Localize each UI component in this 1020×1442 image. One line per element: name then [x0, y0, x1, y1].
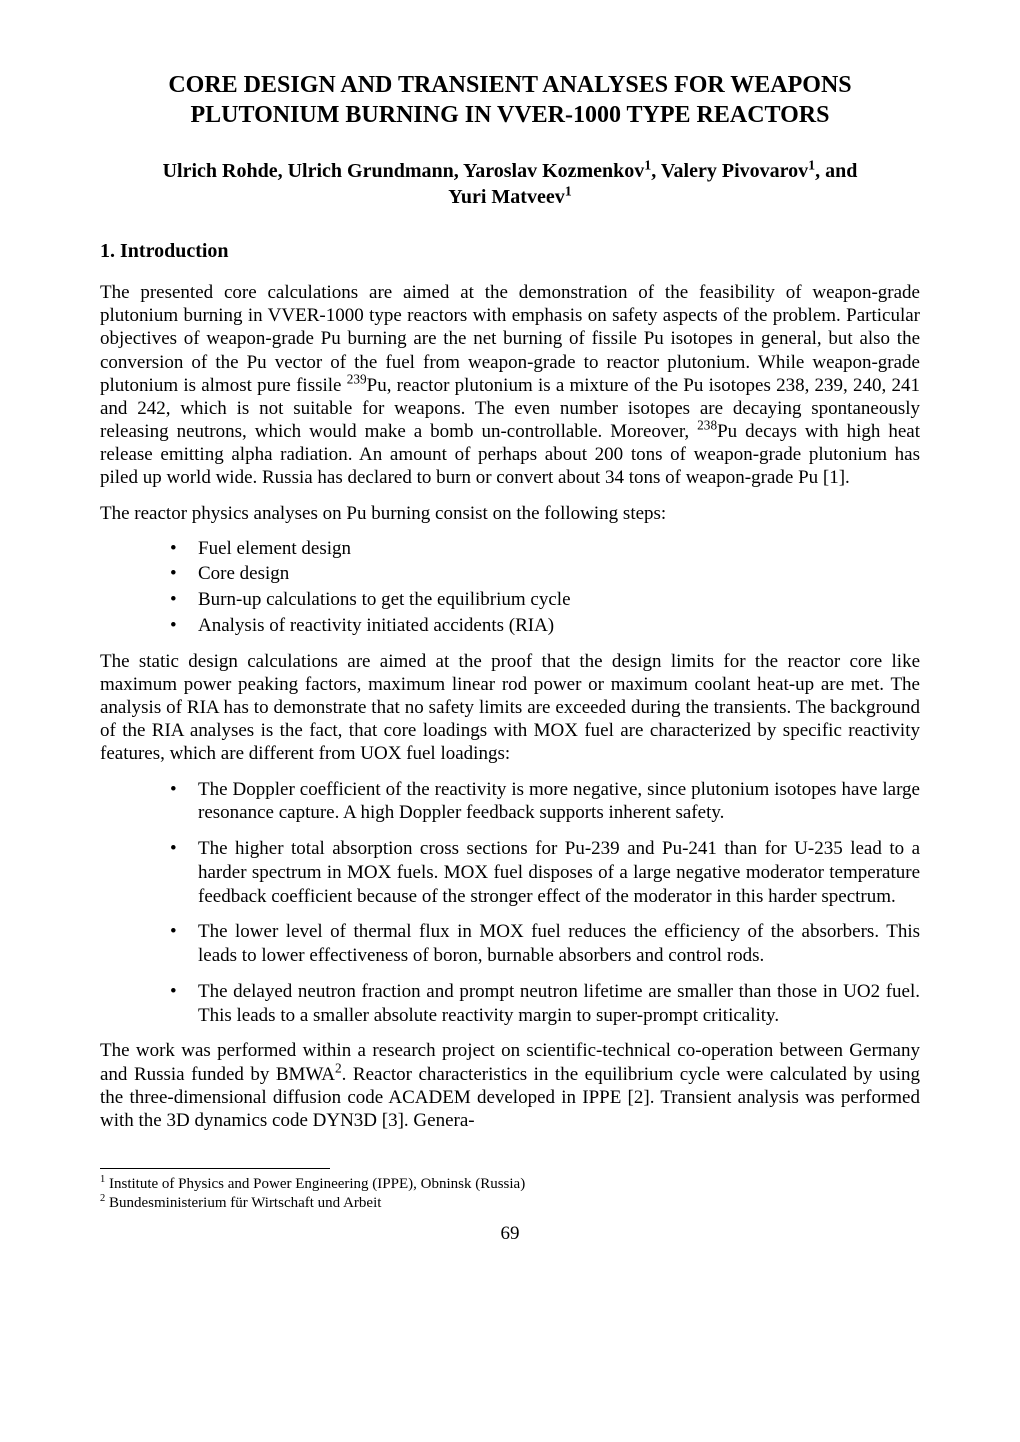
isotope-sup: 239: [347, 371, 367, 386]
page: CORE DESIGN AND TRANSIENT ANALYSES FOR W…: [0, 0, 1020, 1285]
list-item: The lower level of thermal flux in MOX f…: [170, 920, 920, 968]
list-item: The higher total absorption cross sectio…: [170, 837, 920, 908]
list-item: Core design: [170, 562, 920, 586]
page-number: 69: [100, 1223, 920, 1245]
footnote-rule: [100, 1168, 330, 1169]
footnote-text: Institute of Physics and Power Engineeri…: [105, 1176, 525, 1192]
paragraph: The reactor physics analyses on Pu burni…: [100, 502, 920, 525]
authors-line1-c: , and: [815, 160, 857, 182]
features-list: The Doppler coefficient of the reactivit…: [100, 778, 920, 1028]
title-line2: PLUTONIUM BURNING IN VVER-1000 TYPE REAC…: [191, 102, 830, 128]
paragraph: The static design calculations are aimed…: [100, 650, 920, 766]
list-item: The Doppler coefficient of the reactivit…: [170, 778, 920, 826]
paragraph: The work was performed within a research…: [100, 1039, 920, 1132]
section-heading: 1. Introduction: [100, 240, 920, 263]
list-item: Analysis of reactivity initiated acciden…: [170, 614, 920, 638]
authors-line1-a: Ulrich Rohde, Ulrich Grundmann, Yaroslav…: [163, 160, 645, 182]
list-item: Burn-up calculations to get the equilibr…: [170, 588, 920, 612]
footnote-text: Bundesministerium für Wirtschaft und Arb…: [105, 1195, 381, 1211]
steps-list: Fuel element design Core design Burn-up …: [100, 537, 920, 638]
title-line1: CORE DESIGN AND TRANSIENT ANALYSES FOR W…: [168, 72, 851, 98]
list-item: Fuel element design: [170, 537, 920, 561]
authors-block: Ulrich Rohde, Ulrich Grundmann, Yaroslav…: [100, 158, 920, 210]
list-item: The delayed neutron fraction and prompt …: [170, 980, 920, 1028]
footnote: 2 Bundesministerium für Wirtschaft und A…: [100, 1194, 920, 1213]
footnote-ref-sup: 2: [335, 1060, 342, 1075]
footnote: 1 Institute of Physics and Power Enginee…: [100, 1175, 920, 1194]
author-affil-sup: 1: [565, 184, 572, 199]
isotope-sup: 238: [697, 418, 717, 433]
footnotes: 1 Institute of Physics and Power Enginee…: [100, 1175, 920, 1213]
authors-line2: Yuri Matveev: [448, 186, 564, 208]
authors-line1-b: , Valery Pivovarov: [651, 160, 808, 182]
paper-title: CORE DESIGN AND TRANSIENT ANALYSES FOR W…: [100, 70, 920, 130]
paragraph: The presented core calculations are aime…: [100, 281, 920, 490]
